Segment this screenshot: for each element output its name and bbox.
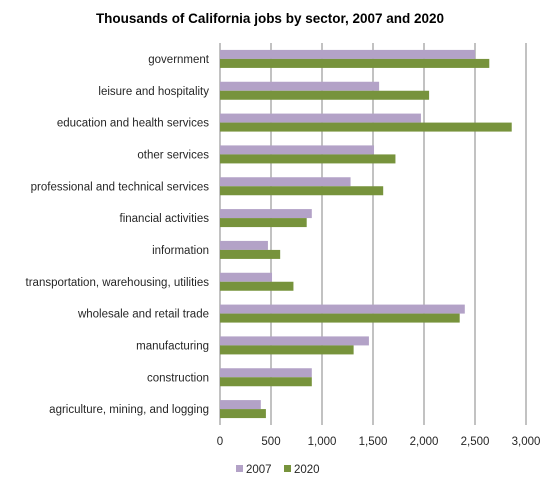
bar-2007-11 bbox=[220, 400, 261, 410]
bar-2007-3 bbox=[220, 145, 375, 155]
legend-swatch-2020 bbox=[284, 465, 291, 472]
bars bbox=[220, 49, 512, 419]
legend-swatch-2007 bbox=[236, 465, 243, 472]
x-tick-label: 2,000 bbox=[410, 436, 439, 448]
category-label: manufacturing bbox=[136, 340, 209, 352]
bar-2007-5 bbox=[220, 209, 312, 219]
category-label: financial activities bbox=[120, 213, 210, 225]
category-label: government bbox=[148, 54, 210, 66]
x-tick-label: 1,500 bbox=[359, 436, 388, 448]
legend-label-2020: 2020 bbox=[294, 464, 320, 476]
bar-2020-10 bbox=[220, 377, 312, 387]
bar-2020-0 bbox=[220, 58, 490, 68]
bar-2007-1 bbox=[220, 81, 380, 91]
x-tick-label: 3,000 bbox=[512, 436, 541, 448]
bar-2020-1 bbox=[220, 90, 430, 100]
x-tick-label: 2,500 bbox=[461, 436, 490, 448]
bar-2007-7 bbox=[220, 272, 273, 282]
bar-2007-4 bbox=[220, 177, 351, 187]
bar-2020-3 bbox=[220, 154, 396, 164]
category-labels: government leisure and hospitality educati… bbox=[26, 54, 210, 416]
category-label: other services bbox=[137, 149, 209, 161]
x-tick-label: 500 bbox=[261, 436, 280, 448]
bar-2007-0 bbox=[220, 49, 475, 59]
bar-2020-11 bbox=[220, 409, 266, 419]
chart-title: Thousands of California jobs by sector, … bbox=[96, 11, 444, 26]
bar-2020-6 bbox=[220, 249, 281, 259]
gridlines bbox=[219, 43, 527, 425]
x-tick-label: 0 bbox=[217, 436, 223, 448]
category-label: information bbox=[152, 245, 209, 257]
category-label: education and health services bbox=[57, 118, 209, 130]
bar-2007-9 bbox=[220, 336, 369, 346]
bar-2007-10 bbox=[220, 368, 312, 378]
bar-2007-6 bbox=[220, 240, 268, 250]
x-tick-label: 1,000 bbox=[308, 436, 337, 448]
bar-2007-2 bbox=[220, 113, 421, 123]
category-label: professional and technical services bbox=[31, 181, 210, 193]
legend-label-2007: 2007 bbox=[246, 464, 272, 476]
x-axis-tick-labels: 0 500 1,000 1,500 2,000 2,500 3,000 bbox=[217, 436, 541, 448]
bar-2020-8 bbox=[220, 313, 460, 323]
bar-2007-8 bbox=[220, 304, 465, 314]
bar-2020-5 bbox=[220, 218, 307, 228]
bar-2020-7 bbox=[220, 281, 294, 291]
bar-2020-9 bbox=[220, 345, 354, 355]
category-label: agriculture, mining, and logging bbox=[49, 404, 209, 416]
bar-2020-2 bbox=[220, 122, 512, 132]
bar-2020-4 bbox=[220, 186, 384, 196]
category-label: construction bbox=[147, 372, 209, 384]
legend: 2007 2020 bbox=[236, 464, 320, 476]
category-label: leisure and hospitality bbox=[98, 86, 209, 98]
category-label: transportation, warehousing, utilities bbox=[26, 277, 210, 289]
category-label: wholesale and retail trade bbox=[77, 309, 209, 321]
